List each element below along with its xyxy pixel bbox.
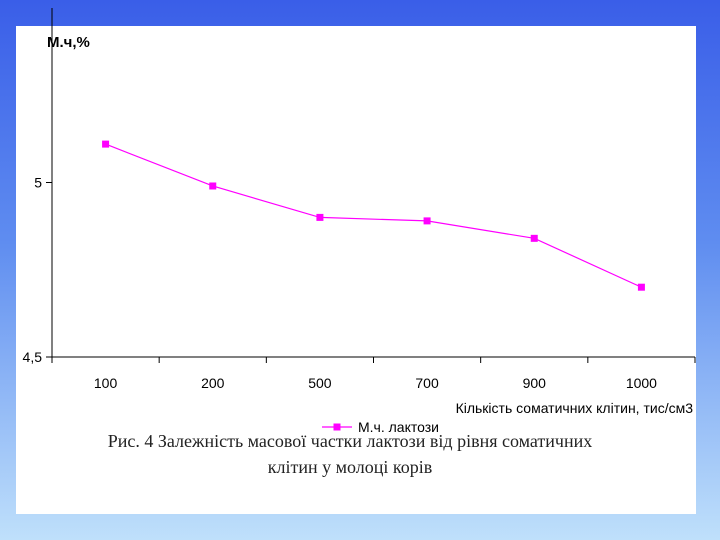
figure-caption: Рис. 4 Залежність масової частки лактози…	[0, 428, 700, 480]
x-tick-label: 1000	[626, 375, 657, 391]
x-tick-label: 200	[201, 375, 225, 391]
series-line	[105, 143, 642, 288]
slide-panel	[16, 26, 696, 514]
chart-series	[102, 140, 645, 431]
data-point	[637, 283, 645, 291]
legend-marker	[333, 423, 341, 431]
data-point	[102, 140, 110, 148]
data-point	[316, 213, 324, 221]
x-axis-label: Кількість соматичних клітин, тис/см3	[456, 400, 694, 416]
x-tick-label: 700	[415, 375, 439, 391]
y-tick-label: 5	[34, 175, 42, 191]
x-tick-label: 100	[94, 375, 118, 391]
chart-labels: 4,5 5 100 200 500 700 900 1000 М.ч,% Кількість со…	[23, 34, 694, 435]
y-axis-label: М.ч,%	[47, 34, 90, 51]
x-tick-label: 500	[308, 375, 332, 391]
caption-line-1: Рис. 4 Залежність масової частки лактози…	[107, 431, 593, 451]
legend-label: М.ч. лактози	[358, 419, 439, 435]
chart-axes	[46, 8, 696, 363]
x-tick-label: 900	[523, 375, 547, 391]
data-point	[530, 234, 538, 242]
caption-line-2: клітин у молоці корів	[267, 457, 433, 477]
data-point	[423, 217, 431, 225]
data-point	[209, 182, 217, 190]
y-tick-label: 4,5	[23, 349, 43, 365]
